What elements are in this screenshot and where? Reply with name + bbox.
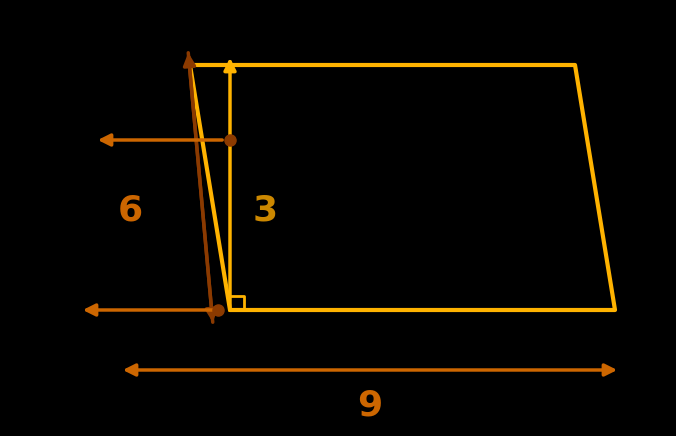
Text: 9: 9 <box>358 388 383 422</box>
Text: 6: 6 <box>118 193 143 227</box>
Text: 3: 3 <box>252 193 278 227</box>
